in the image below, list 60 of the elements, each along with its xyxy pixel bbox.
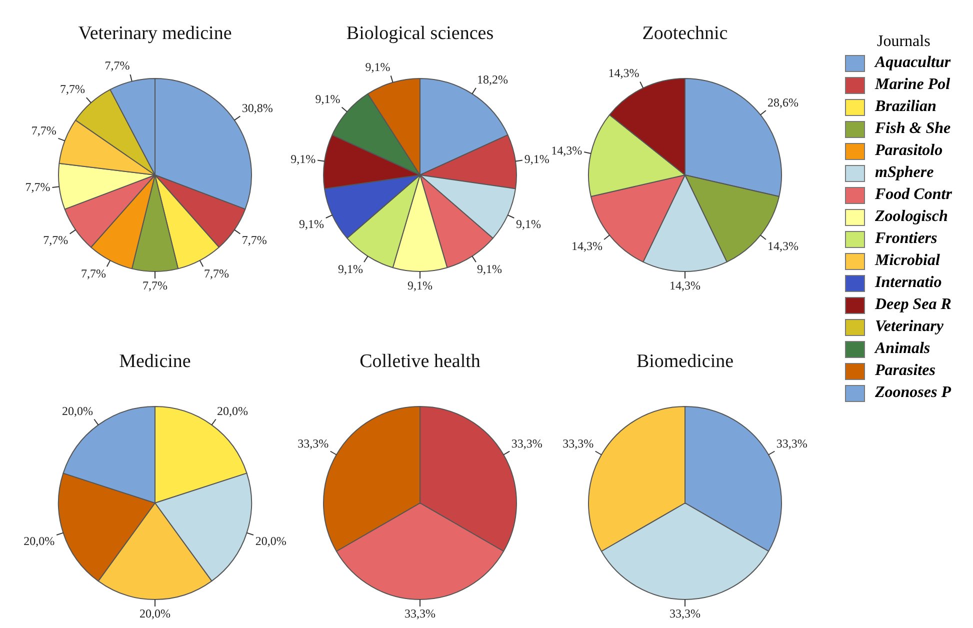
data-label: 33,3% [562,436,594,450]
data-label: 7,7% [142,278,168,293]
data-label: 33,3% [776,436,808,450]
legend-label: Aquacultur [875,54,951,72]
legend-label: Parasites [875,362,936,380]
chart-title: Biomedicine [635,351,735,373]
legend-title: Journals [877,32,932,52]
data-label: 9,1% [315,92,340,106]
legend-label: mSphere [875,164,934,182]
legend-label: Veterinary [875,318,944,336]
legend-label: Microbial [875,252,940,270]
legend-label: Zoologisch [875,208,948,226]
legend-label: Deep Sea R [875,296,952,314]
data-label: 7,7% [204,266,230,281]
data-label: 18,2% [477,72,508,86]
data-label: 14,3% [551,144,582,158]
data-label: 9,1% [290,152,316,166]
data-label: 9,1% [524,152,550,166]
data-label: 28,6% [767,95,798,110]
data-label: 20,0% [140,606,170,621]
data-label: 33,3% [298,436,329,450]
data-label: 7,7% [104,58,130,73]
data-label: 20,0% [255,534,286,548]
legend-label: Marine Pol [875,76,950,94]
data-label: 20,0% [24,534,55,548]
data-label: 9,1% [477,262,502,276]
legend-label: Parasitolo [875,142,943,160]
data-label: 33,3% [511,436,542,450]
data-label: 33,3% [404,606,436,621]
data-label: 7,7% [60,82,86,96]
data-label: 7,7% [242,233,267,248]
data-label: 9,1% [338,262,363,276]
legend-label: Animals [875,340,930,358]
data-label: 9,1% [365,60,390,74]
chart-title: Biological sciences [345,23,495,45]
legend-label: Frontiers [875,230,938,248]
data-label: 7,7% [25,180,50,194]
data-label: 14,3% [670,278,700,293]
chart-title: Zootechnic [641,23,729,45]
data-label: 9,1% [299,216,324,231]
chart-title: Veterinary medicine [77,23,233,45]
data-label: 7,7% [31,124,56,138]
data-label: 7,7% [80,266,106,281]
data-label: 9,1% [516,216,541,231]
data-label: 20,0% [217,404,248,418]
data-label: 14,3% [767,238,798,253]
data-label: 7,7% [43,233,68,248]
data-label: 20,0% [62,404,93,418]
legend-label: Fish & She [875,120,951,138]
legend-label: Internatio [875,274,942,292]
legend-label: Brazilian [875,98,936,116]
legend-label: Zoonoses P [875,384,951,402]
data-label: 9,1% [408,278,432,293]
legend-label: Food Contr [875,186,952,204]
data-label: 33,3% [670,606,700,621]
data-label: 30,8% [242,101,273,116]
data-label: 14,3% [572,238,603,253]
chart-title: Medicine [118,351,192,373]
chart-title: Colletive health [358,351,482,373]
data-label: 14,3% [608,66,640,80]
